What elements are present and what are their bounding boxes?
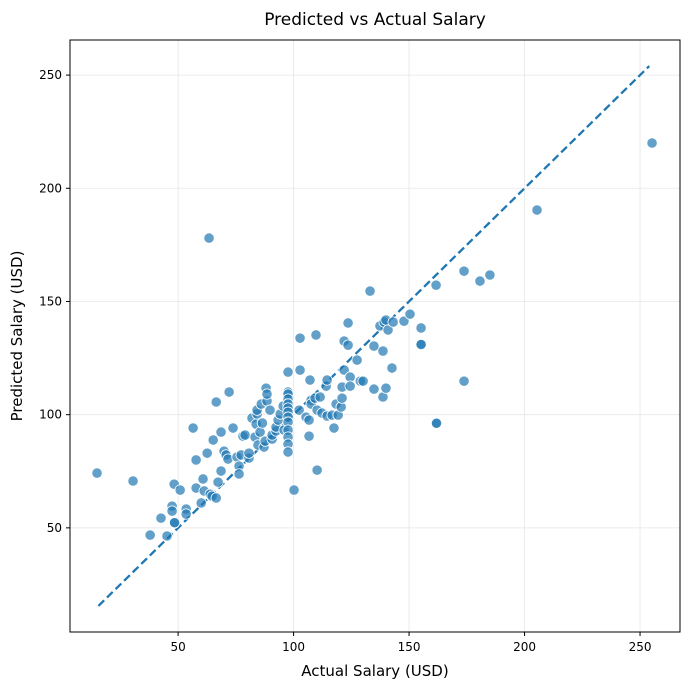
points xyxy=(91,137,658,542)
data-point xyxy=(187,422,199,434)
reference-line xyxy=(97,65,651,607)
x-tick-label: 50 xyxy=(170,640,185,654)
y-tick-label: 100 xyxy=(39,408,62,422)
data-point xyxy=(256,417,269,429)
data-point xyxy=(233,468,245,480)
y-axis-label: Predicted Salary (USD) xyxy=(8,251,26,422)
data-point xyxy=(195,497,207,509)
data-point xyxy=(293,404,305,416)
data-point xyxy=(223,386,235,398)
data-point xyxy=(222,453,234,465)
data-point xyxy=(144,529,156,541)
y-tick-label: 50 xyxy=(47,521,62,535)
data-point xyxy=(201,447,213,459)
data-point xyxy=(342,317,354,329)
data-point xyxy=(294,364,306,376)
data-point xyxy=(531,204,543,216)
data-point xyxy=(261,388,273,400)
data-point xyxy=(239,429,251,441)
data-point xyxy=(321,374,333,386)
data-point xyxy=(351,354,363,366)
data-point xyxy=(430,417,443,429)
data-point xyxy=(368,383,380,395)
data-point xyxy=(336,392,348,404)
y-tick-label: 200 xyxy=(39,181,62,195)
data-point xyxy=(377,345,389,357)
data-point xyxy=(380,382,392,394)
data-point xyxy=(215,465,227,477)
data-point xyxy=(474,275,486,287)
data-point xyxy=(282,446,294,458)
data-point xyxy=(344,380,356,392)
data-point xyxy=(210,492,222,504)
data-point xyxy=(386,362,398,374)
data-point xyxy=(458,375,470,387)
data-point xyxy=(328,422,340,434)
x-tick-label: 200 xyxy=(513,640,536,654)
data-point xyxy=(288,484,300,496)
y-tick-label: 250 xyxy=(39,68,62,82)
data-point xyxy=(430,279,442,291)
data-point xyxy=(646,137,658,149)
data-point xyxy=(169,517,181,529)
y-axis: 50 100 150 200 250 xyxy=(39,68,70,535)
data-point xyxy=(215,426,227,438)
data-point xyxy=(404,308,416,320)
data-point xyxy=(127,475,139,487)
data-point xyxy=(190,454,202,466)
data-point xyxy=(382,324,394,336)
data-point xyxy=(166,505,178,517)
data-point xyxy=(282,366,294,378)
data-point xyxy=(357,375,369,387)
data-point xyxy=(303,414,315,426)
x-axis: 50 100 150 200 250 xyxy=(170,632,651,654)
data-point xyxy=(212,476,224,488)
data-point xyxy=(415,338,427,351)
data-point xyxy=(294,332,306,344)
plot-frame xyxy=(69,39,681,633)
x-tick-label: 250 xyxy=(629,640,652,654)
data-point xyxy=(197,473,209,485)
data-point xyxy=(161,530,173,542)
data-point xyxy=(387,316,399,328)
data-point xyxy=(174,484,186,496)
data-point xyxy=(203,232,215,244)
data-point xyxy=(243,447,255,459)
x-tick-label: 150 xyxy=(398,640,421,654)
data-point xyxy=(458,265,470,277)
data-point xyxy=(342,339,354,351)
data-point xyxy=(155,512,167,524)
data-point xyxy=(304,374,316,386)
data-point xyxy=(484,269,496,281)
data-point xyxy=(310,329,322,341)
data-point xyxy=(91,467,103,479)
data-point xyxy=(207,434,219,446)
data-point xyxy=(364,285,376,297)
chart-title: Predicted vs Actual Salary xyxy=(264,10,486,30)
data-point xyxy=(415,322,427,334)
x-axis-label: Actual Salary (USD) xyxy=(301,662,448,680)
y-tick-label: 150 xyxy=(39,294,62,308)
data-point xyxy=(311,464,323,476)
data-point xyxy=(264,404,276,416)
data-point xyxy=(227,422,239,434)
data-point xyxy=(180,508,192,520)
data-point xyxy=(368,340,380,352)
data-point xyxy=(314,391,326,403)
data-point xyxy=(210,396,222,408)
x-tick-label: 100 xyxy=(282,640,305,654)
data-point xyxy=(303,430,315,442)
